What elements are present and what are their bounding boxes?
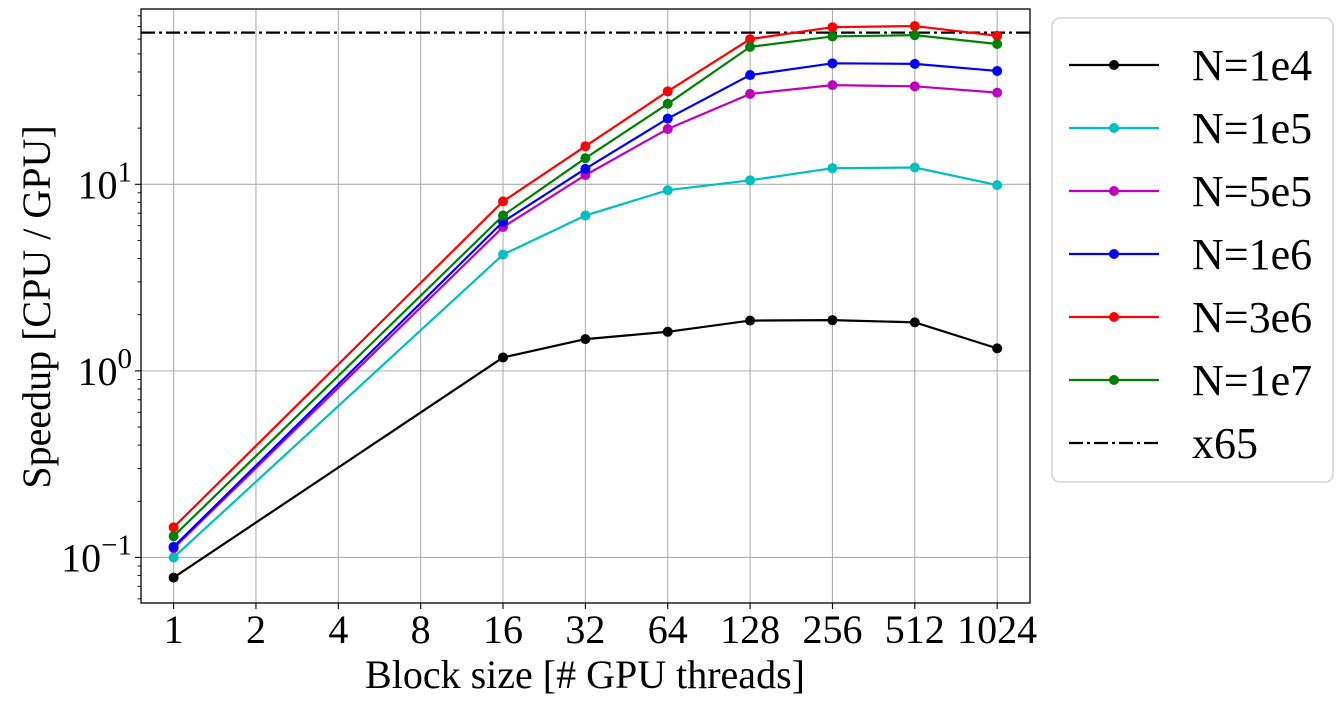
- legend-entry: N=1e6: [1069, 230, 1312, 279]
- data-point: [498, 210, 509, 221]
- grid-lines: [141, 9, 1030, 603]
- series-line: [172, 166, 998, 559]
- series-line: [172, 319, 998, 579]
- series-n-1e5: [168, 162, 1003, 563]
- data-point: [909, 317, 920, 328]
- data-point: [662, 326, 673, 337]
- data-point: [992, 87, 1003, 98]
- data-point: [580, 163, 591, 174]
- data-point: [580, 334, 591, 345]
- data-point: [745, 88, 756, 99]
- x-tick-label: 1: [164, 607, 184, 652]
- series-line: [172, 62, 998, 548]
- x-tick-label: 2: [246, 607, 266, 652]
- legend: N=1e4 N=1e5 N=5e5 N=1e6 N=3e6 N=1e7 x65: [1051, 17, 1334, 483]
- data-point: [992, 30, 1003, 41]
- x-tick-label: 64: [648, 607, 688, 652]
- legend-entry: N=1e7: [1069, 356, 1312, 405]
- data-point: [827, 163, 838, 174]
- legend-entry: N=5e5: [1069, 167, 1312, 216]
- data-point: [827, 22, 838, 33]
- data-point: [168, 541, 179, 552]
- data-point: [662, 98, 673, 109]
- data-point: [827, 315, 838, 326]
- legend-marker: [1109, 375, 1119, 385]
- data-point: [662, 86, 673, 97]
- data-point: [909, 162, 920, 173]
- y-tick-label: 10−1: [61, 529, 132, 580]
- y-axis-label: Speedup [CPU / GPU]: [14, 125, 59, 488]
- data-point: [745, 34, 756, 45]
- data-point: [662, 113, 673, 124]
- legend-marker: [1109, 249, 1119, 259]
- legend-marker: [1109, 312, 1119, 322]
- legend-label: N=1e4: [1192, 41, 1312, 90]
- legend-label: N=1e7: [1192, 356, 1312, 405]
- legend-marker: [1109, 123, 1119, 133]
- x-tick-label: 512: [885, 607, 945, 652]
- data-point: [662, 185, 673, 196]
- series-n-1e7: [168, 30, 1003, 542]
- legend-entry: x65: [1069, 419, 1258, 468]
- data-point: [909, 30, 920, 41]
- data-point: [827, 58, 838, 69]
- data-point: [909, 81, 920, 92]
- data-point: [745, 175, 756, 186]
- series-layer: [168, 21, 1003, 583]
- legend-box: [1051, 17, 1334, 483]
- x-tick-label: 16: [483, 607, 523, 652]
- data-point: [662, 123, 673, 134]
- legend-entry: N=1e4: [1069, 41, 1312, 90]
- x-tick-label: 256: [802, 607, 862, 652]
- series-n-1e4: [168, 315, 1003, 583]
- x-tick-label: 1024: [957, 607, 1037, 652]
- data-point: [580, 210, 591, 221]
- x-tick-label: 128: [720, 607, 780, 652]
- series-n-1e6: [168, 58, 1003, 552]
- x-tick-label: 32: [565, 607, 605, 652]
- x-tick-label: 8: [411, 607, 431, 652]
- legend-label: N=5e5: [1192, 167, 1312, 216]
- data-point: [168, 522, 179, 533]
- legend-marker: [1109, 186, 1119, 196]
- data-point: [909, 58, 920, 69]
- data-point: [498, 249, 509, 260]
- data-point: [498, 196, 509, 207]
- data-point: [168, 531, 179, 542]
- y-tick-labels: 10−1 100 101: [61, 15, 141, 600]
- series-line: [172, 34, 998, 537]
- series-line: [172, 84, 998, 550]
- data-point: [745, 41, 756, 52]
- x-axis-label: Block size [# GPU threads]: [365, 652, 805, 697]
- legend-items: N=1e4 N=1e5 N=5e5 N=1e6 N=3e6 N=1e7 x65: [1069, 41, 1312, 468]
- data-point: [498, 352, 509, 363]
- legend-entry: N=1e5: [1069, 104, 1312, 153]
- series-line: [172, 24, 998, 529]
- y-tick-label: 101: [78, 156, 133, 207]
- legend-label: N=3e6: [1192, 293, 1312, 342]
- data-point: [992, 38, 1003, 49]
- data-point: [580, 141, 591, 152]
- data-point: [909, 21, 920, 32]
- data-point: [992, 65, 1003, 76]
- legend-entry: N=3e6: [1069, 293, 1312, 342]
- x-tick-label: 4: [328, 607, 348, 652]
- legend-label: N=1e6: [1192, 230, 1312, 279]
- x-tick-labels: 1 2 4 8 16 32 64 128 256 512 1024: [164, 603, 1037, 652]
- data-point: [992, 343, 1003, 354]
- legend-label: x65: [1192, 419, 1258, 468]
- series-n-3e6: [168, 21, 1003, 533]
- data-point: [992, 180, 1003, 191]
- data-point: [745, 315, 756, 326]
- legend-marker: [1109, 60, 1119, 70]
- data-point: [745, 70, 756, 81]
- data-point: [168, 552, 179, 563]
- data-point: [168, 572, 179, 583]
- data-point: [827, 31, 838, 42]
- y-tick-label: 100: [78, 343, 133, 394]
- data-point: [827, 80, 838, 91]
- legend-label: N=1e5: [1192, 104, 1312, 153]
- data-point: [580, 153, 591, 164]
